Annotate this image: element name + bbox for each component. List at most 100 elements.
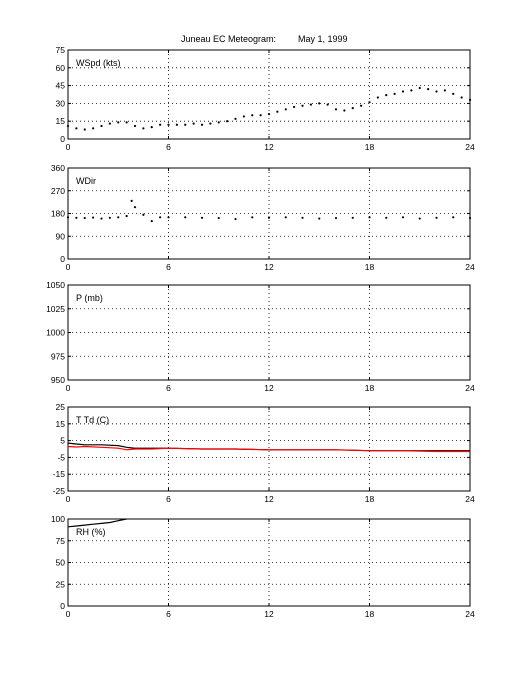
rh-xtick-label: 6 xyxy=(166,609,171,619)
pressure-ytick-label: 1000 xyxy=(46,328,65,338)
wspd-point xyxy=(125,121,128,124)
title-date: May 1, 1999 xyxy=(298,34,348,44)
rh-xtick-label: 18 xyxy=(365,609,375,619)
wdir-point xyxy=(200,216,204,219)
wspd-point xyxy=(200,123,204,126)
rh-label: RH (%) xyxy=(76,527,106,537)
pressure-ytick-label: 950 xyxy=(51,375,65,385)
wspd-point xyxy=(318,102,321,105)
wdir-point xyxy=(130,199,133,202)
pressure-xtick-label: 0 xyxy=(66,383,71,393)
temp-dewpoint-ytick-label: -25 xyxy=(53,486,66,496)
wdir-point xyxy=(468,216,472,220)
wdir-point xyxy=(301,216,304,219)
wdir-point xyxy=(401,216,405,219)
wdir-point xyxy=(142,213,145,216)
wspd-point xyxy=(418,86,421,90)
wspd-point xyxy=(100,124,103,128)
wspd-point xyxy=(117,121,120,124)
wspd-point xyxy=(368,101,371,104)
wdir-point xyxy=(385,216,388,219)
wdir-ytick-label: 180 xyxy=(51,209,65,219)
pressure-ytick-label: 1025 xyxy=(46,304,65,314)
rh-xtick-label: 0 xyxy=(66,609,71,619)
rh-ytick-label: 75 xyxy=(56,536,66,546)
wdir-xtick-label: 12 xyxy=(264,262,274,272)
rh-ytick-label: 50 xyxy=(56,558,66,568)
pressure-xtick-label: 24 xyxy=(465,383,475,393)
wdir-point xyxy=(452,216,455,219)
wspd-point xyxy=(401,90,405,93)
wspd-xtick-label: 18 xyxy=(365,142,375,152)
wdir-point xyxy=(150,219,153,223)
wdir-point xyxy=(435,216,438,219)
pressure-ytick-label: 1050 xyxy=(46,280,65,290)
rh-ytick-label: 100 xyxy=(51,514,65,524)
wdir-ytick-label: 360 xyxy=(51,163,65,173)
wspd-point xyxy=(159,123,162,126)
wspd-point xyxy=(167,123,170,126)
wdir-panel: 0 6 12 18 24 0 90 180 270 360 WDir xyxy=(51,163,475,272)
rh-ytick-label: 0 xyxy=(60,601,65,611)
wdir-xtick-label: 18 xyxy=(365,262,375,272)
temp-dewpoint-ytick-label: -5 xyxy=(57,452,65,462)
pressure-xtick-label: 12 xyxy=(264,383,274,393)
wspd-point xyxy=(326,103,329,106)
wdir-xtick-label: 0 xyxy=(66,262,71,272)
temp-dewpoint-ytick-label: -15 xyxy=(53,469,66,479)
wspd-point xyxy=(209,122,212,125)
wspd-panel: 0 6 12 18 24 0 15 30 45 60 75 WSpd (kts) xyxy=(56,45,475,152)
rh-series-line-0 xyxy=(67,518,127,528)
wdir-point xyxy=(66,216,70,219)
wspd-point xyxy=(460,96,463,99)
wspd-point xyxy=(242,115,245,118)
wspd-point xyxy=(452,92,455,96)
pressure-ytick-label: 975 xyxy=(51,351,65,361)
wdir-point xyxy=(133,206,137,209)
wdir-point xyxy=(217,216,220,220)
wspd-point xyxy=(443,89,446,92)
wspd-point xyxy=(301,104,304,107)
temp-dewpoint-xtick-label: 18 xyxy=(365,494,375,504)
temp-dewpoint-ytick-label: 15 xyxy=(56,419,66,429)
wspd-point xyxy=(435,90,438,93)
wspd-point xyxy=(334,108,338,111)
title-station: Juneau EC Meteogram: xyxy=(181,34,276,44)
wdir-point xyxy=(251,216,254,219)
wdir-point xyxy=(125,214,128,218)
wdir-point xyxy=(184,216,187,219)
wspd-ytick-label: 30 xyxy=(56,98,66,108)
wspd-point xyxy=(184,123,187,126)
temp-dewpoint-xtick-label: 24 xyxy=(465,494,475,504)
wspd-point xyxy=(133,124,137,128)
wspd-xtick-label: 24 xyxy=(465,142,475,152)
wdir-xtick-label: 24 xyxy=(465,262,475,272)
wspd-point xyxy=(376,96,379,99)
temp-dewpoint-xtick-label: 0 xyxy=(66,494,71,504)
wdir-point xyxy=(267,216,271,219)
wdir-point xyxy=(284,216,287,219)
wdir-point xyxy=(351,216,354,219)
wspd-point xyxy=(83,128,86,131)
wspd-point xyxy=(309,103,312,106)
wspd-point xyxy=(142,127,145,130)
temp-dewpoint-ytick-label: 25 xyxy=(56,402,66,412)
temp-dewpoint-series-line-1 xyxy=(67,445,470,453)
wspd-point xyxy=(259,114,262,117)
rh-ytick-label: 25 xyxy=(56,579,66,589)
wdir-point xyxy=(418,217,421,220)
wspd-point xyxy=(192,122,195,125)
wspd-point xyxy=(92,127,95,130)
wdir-point xyxy=(92,216,95,219)
wdir-point xyxy=(108,216,111,219)
wspd-ytick-label: 45 xyxy=(56,81,66,91)
wspd-ytick-label: 75 xyxy=(56,45,66,55)
wspd-xtick-label: 0 xyxy=(66,142,71,152)
wspd-label: WSpd (kts) xyxy=(76,58,121,68)
wdir-ytick-label: 90 xyxy=(56,231,66,241)
wdir-point xyxy=(334,216,338,220)
wspd-point xyxy=(351,107,354,110)
wspd-point xyxy=(66,124,70,128)
rh-panel: 0 6 12 18 24 0 25 50 75 100 RH (%) xyxy=(51,514,475,619)
wspd-point xyxy=(108,122,111,125)
